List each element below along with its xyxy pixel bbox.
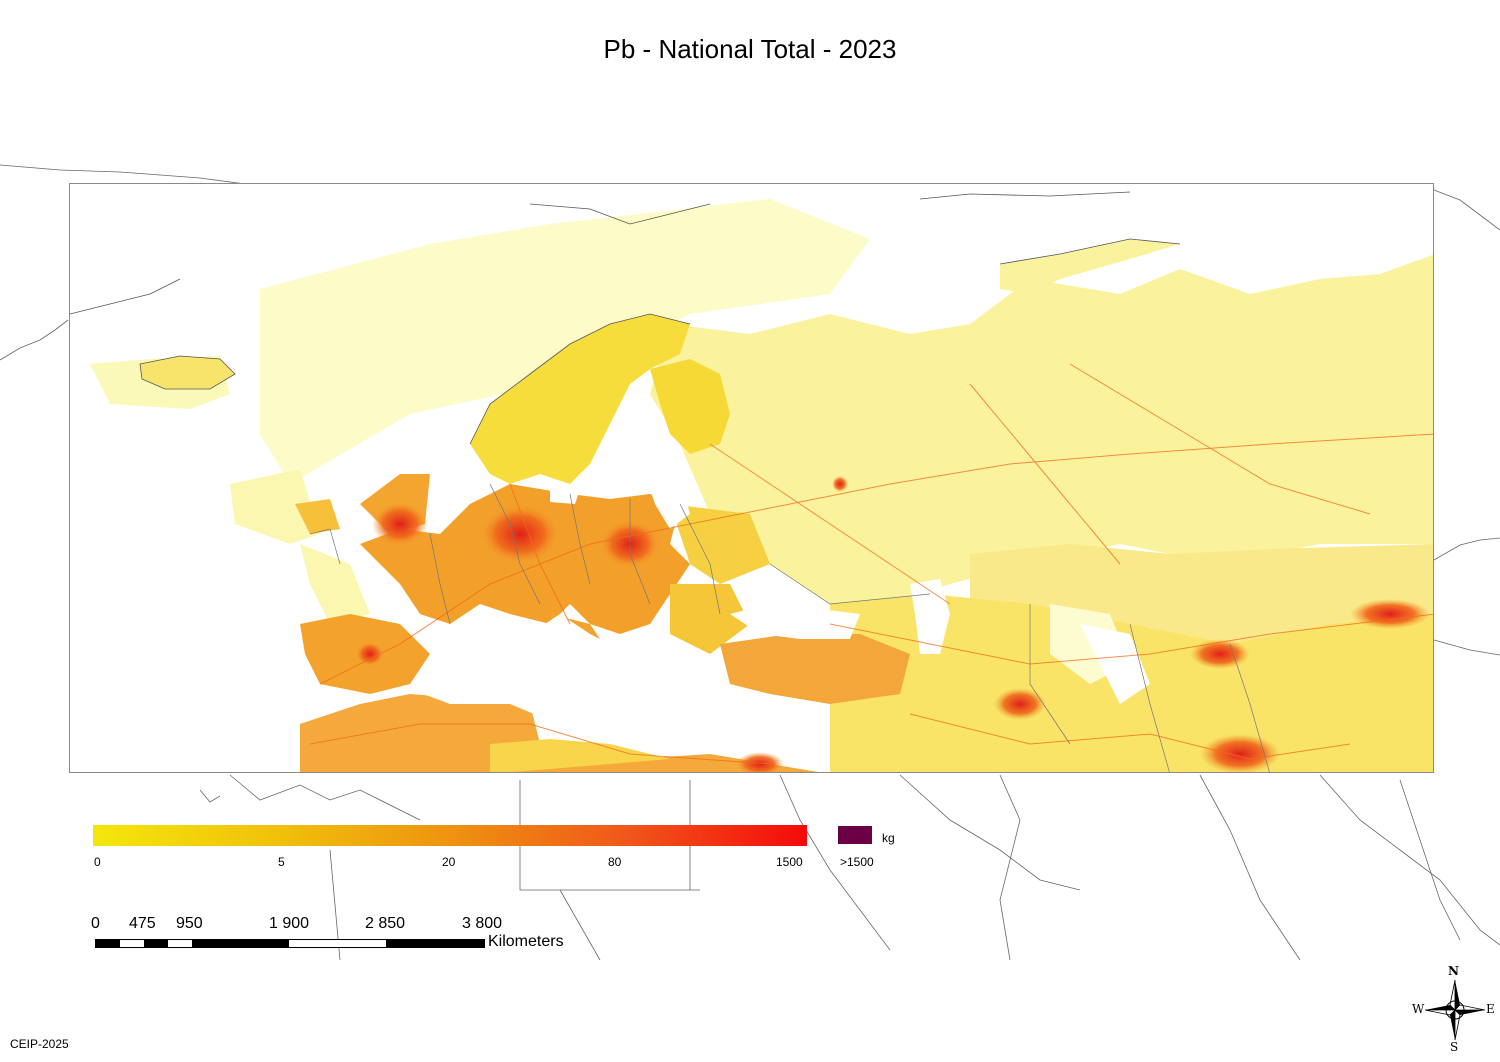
scale-label: 0 xyxy=(91,915,100,932)
compass-w: W xyxy=(1412,1002,1425,1016)
compass-s: S xyxy=(1450,1040,1459,1054)
country-borders xyxy=(309,483,1270,772)
scale-label: 2 850 xyxy=(365,915,406,932)
scale-bar xyxy=(95,939,485,948)
map-frame xyxy=(69,183,1434,773)
scandinavia xyxy=(470,314,730,484)
legend-tick: 1500 xyxy=(776,855,803,869)
map-title: Pb - National Total - 2023 xyxy=(603,34,897,64)
scale-label: 1 900 xyxy=(269,915,310,932)
iceland xyxy=(140,356,235,389)
north-africa xyxy=(300,694,818,772)
legend-unit: kg xyxy=(882,831,895,845)
legend-tick: 20 xyxy=(442,855,456,869)
north-arrow: N W E S xyxy=(1404,962,1500,1057)
turkey xyxy=(720,634,910,704)
seas xyxy=(410,474,950,744)
scale-label: 3 800 xyxy=(462,915,503,932)
compass-rose-icon xyxy=(1424,979,1486,1041)
legend-overflow-swatch xyxy=(838,826,872,844)
legend-tick: 80 xyxy=(608,855,622,869)
transport-network xyxy=(309,363,1433,765)
central-asia xyxy=(830,594,1433,772)
sea-zones xyxy=(90,199,870,624)
legend-tick: 5 xyxy=(278,855,285,869)
scale-label: 475 xyxy=(129,915,156,932)
compass-n: N xyxy=(1448,964,1459,978)
legend-color-ramp xyxy=(93,825,807,846)
legend-overflow-label: >1500 xyxy=(840,855,874,869)
footer-credit: CEIP-2025 xyxy=(10,1037,69,1051)
scale-label: 950 xyxy=(176,915,203,932)
scale-units: Kilometers xyxy=(488,933,564,950)
legend-tick: 0 xyxy=(94,855,101,869)
emission-map xyxy=(70,191,1433,772)
compass-e: E xyxy=(1486,1002,1495,1016)
coastlines xyxy=(70,191,1181,445)
eastern-landmass xyxy=(650,239,1433,654)
